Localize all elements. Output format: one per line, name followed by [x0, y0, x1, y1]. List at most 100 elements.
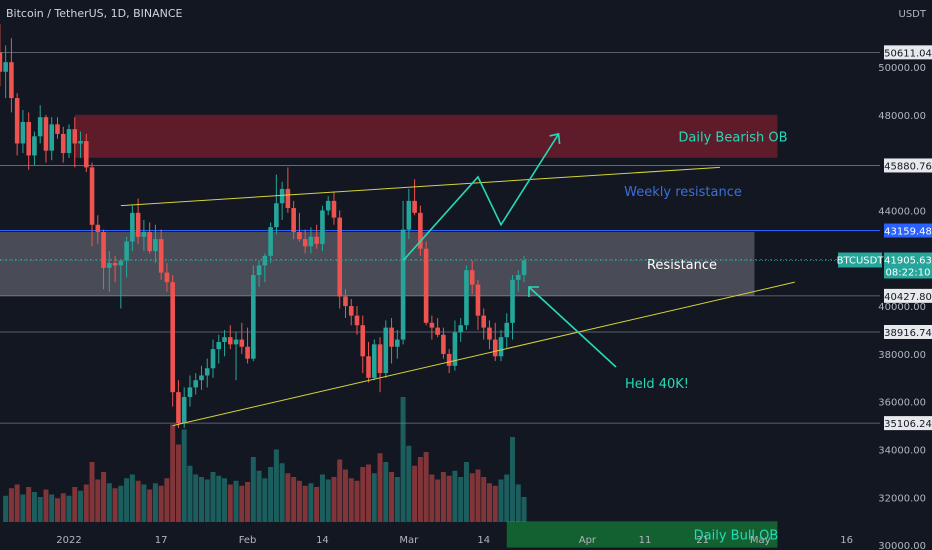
candle-body — [504, 322, 510, 338]
candle-body — [89, 167, 95, 225]
volume-bar — [31, 492, 37, 522]
y-tick-label: 38000.00 — [878, 350, 926, 361]
candle-body — [216, 341, 222, 350]
candle-body — [112, 263, 118, 266]
volume-layer — [3, 397, 527, 522]
candle-body — [187, 387, 193, 397]
candle-body — [406, 200, 412, 230]
candle-body — [314, 236, 319, 244]
volume-bar — [360, 467, 366, 522]
candle-body — [325, 200, 331, 211]
candle-body — [43, 117, 49, 151]
candle-body — [279, 188, 285, 204]
time-axis[interactable]: 2022 17 Feb 14 Mar 14 Apr 11 21 May 16 — [56, 535, 853, 546]
price-axis[interactable]: 50611.0445880.7643159.4841939.0940427.80… — [837, 45, 932, 550]
candle-body — [475, 284, 481, 316]
x-tick-label: 11 — [639, 535, 652, 546]
candle-body — [170, 282, 175, 393]
volume-bar — [227, 484, 233, 522]
candle-body — [176, 392, 181, 424]
y-tick-label: 50000.00 — [878, 63, 926, 74]
volume-bar — [400, 397, 406, 522]
volume-bar — [141, 484, 147, 522]
trendline — [120, 166, 720, 207]
volume-bar — [417, 457, 423, 522]
x-tick-label: 2022 — [56, 535, 81, 546]
volume-bar — [135, 480, 141, 522]
volume-bar — [285, 473, 291, 522]
volume-bar — [481, 477, 487, 522]
level-tag — [884, 288, 932, 303]
volume-bar — [37, 497, 43, 522]
candle-body — [498, 337, 504, 357]
level-tag-label: 35106.24 — [884, 419, 932, 430]
volume-bar — [475, 469, 481, 522]
volume-bar — [279, 463, 285, 522]
candle-body — [107, 263, 112, 268]
volume-bar — [181, 429, 187, 522]
volume-bar — [440, 472, 446, 522]
x-tick-label: Apr — [579, 535, 597, 546]
y-tick-label: 40000.00 — [878, 302, 926, 313]
volume-bar — [222, 478, 228, 522]
volume-bar — [458, 477, 464, 522]
candle-body — [204, 368, 210, 376]
volume-bar — [319, 474, 325, 522]
volume-bar — [239, 485, 245, 522]
annotation-text: Weekly resistance — [624, 185, 742, 200]
candle-body — [464, 270, 469, 326]
volume-bar — [72, 487, 78, 522]
volume-bar — [504, 474, 510, 522]
held-arrow — [528, 286, 617, 368]
x-tick-label: Mar — [399, 535, 419, 546]
volume-bar — [452, 470, 458, 522]
volume-bar — [377, 453, 383, 522]
annotation-layer: Weekly resistance Held 40K! — [624, 185, 742, 392]
volume-bar — [89, 462, 95, 522]
volume-bar — [429, 474, 435, 522]
volume-bar — [446, 475, 452, 522]
candle-body — [199, 375, 204, 381]
volume-bar — [268, 467, 274, 522]
candle-body — [521, 260, 527, 275]
volume-bar — [204, 479, 210, 522]
volume-bar — [20, 494, 26, 522]
candle-body — [418, 212, 423, 249]
candle-body — [181, 396, 187, 424]
candle-body — [95, 224, 101, 232]
volume-bar — [14, 484, 20, 522]
volume-bar — [54, 498, 60, 522]
volume-bar — [302, 485, 308, 522]
currency-label[interactable]: USDT — [899, 9, 927, 20]
candle-body — [147, 231, 152, 252]
candle-body — [210, 349, 216, 369]
zone-label: Daily Bull OB — [694, 528, 779, 543]
annotation-text: Held 40K! — [625, 377, 689, 392]
volume-bar — [187, 465, 193, 522]
candle-body — [14, 98, 20, 144]
candle-body — [268, 227, 273, 256]
candle-body — [400, 229, 406, 340]
zone-0 — [74, 114, 778, 158]
candle-body — [297, 231, 302, 240]
candle-body — [389, 327, 394, 347]
volume-bar — [486, 483, 492, 522]
volume-bar — [60, 493, 66, 522]
candle-body — [291, 208, 296, 232]
volume-bar — [118, 485, 124, 522]
y-tick-label: 48000.00 — [878, 111, 926, 122]
volume-bar — [521, 497, 527, 522]
chart-title: Bitcoin / TetherUS, 1D, BINANCE — [6, 7, 183, 20]
volume-bar — [296, 480, 302, 522]
volume-bar — [101, 472, 107, 522]
volume-bar — [198, 477, 204, 522]
candle-body — [348, 306, 354, 316]
volume-bar — [389, 472, 395, 522]
volume-bar — [325, 479, 331, 522]
candle-body — [320, 210, 325, 244]
candle-body — [32, 136, 37, 156]
projection-path — [402, 133, 560, 262]
volume-bar — [83, 484, 89, 522]
